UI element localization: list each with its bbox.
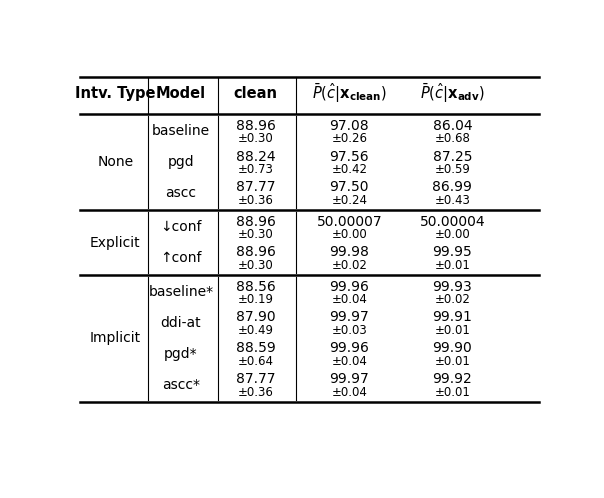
Text: ±0.01: ±0.01: [434, 386, 471, 399]
Text: ±0.42: ±0.42: [332, 163, 367, 176]
Text: 50.00004: 50.00004: [420, 215, 485, 229]
Text: 88.96: 88.96: [236, 215, 275, 229]
Text: 87.77: 87.77: [236, 180, 275, 194]
Text: baseline*: baseline*: [148, 285, 213, 299]
Text: ±0.04: ±0.04: [332, 386, 367, 399]
Text: ±0.68: ±0.68: [434, 132, 471, 145]
Text: Implicit: Implicit: [90, 331, 141, 346]
Text: 99.90: 99.90: [432, 341, 472, 355]
Text: None: None: [97, 155, 133, 169]
Text: 99.92: 99.92: [432, 372, 472, 386]
Text: ±0.19: ±0.19: [238, 293, 274, 306]
Text: $\bar{P}(\hat{c}|\mathbf{x}_{\mathbf{clean}})$: $\bar{P}(\hat{c}|\mathbf{x}_{\mathbf{cle…: [312, 83, 387, 106]
Text: 86.04: 86.04: [432, 119, 472, 133]
Text: clean: clean: [234, 87, 278, 102]
Text: pgd*: pgd*: [164, 347, 198, 361]
Text: 88.59: 88.59: [236, 341, 275, 355]
Text: 99.96: 99.96: [329, 341, 369, 355]
Text: ↑conf: ↑conf: [160, 251, 202, 265]
Text: ±0.36: ±0.36: [238, 386, 274, 399]
Text: ±0.26: ±0.26: [332, 132, 367, 145]
Text: 97.56: 97.56: [330, 149, 369, 163]
Text: 50.00007: 50.00007: [316, 215, 382, 229]
Text: 99.98: 99.98: [329, 246, 369, 259]
Text: ddi-at: ddi-at: [161, 316, 201, 330]
Text: Model: Model: [156, 87, 206, 102]
Text: baseline: baseline: [152, 124, 210, 138]
Text: 88.56: 88.56: [236, 280, 275, 294]
Text: pgd: pgd: [167, 155, 194, 169]
Text: ascc*: ascc*: [162, 377, 200, 391]
Text: ±0.59: ±0.59: [434, 163, 471, 176]
Text: 99.96: 99.96: [329, 280, 369, 294]
Text: 99.93: 99.93: [432, 280, 472, 294]
Text: 87.25: 87.25: [432, 149, 472, 163]
Text: ±0.49: ±0.49: [238, 324, 274, 337]
Text: ±0.03: ±0.03: [332, 324, 367, 337]
Text: ±0.36: ±0.36: [238, 194, 274, 207]
Text: ±0.01: ±0.01: [434, 259, 471, 272]
Text: 99.97: 99.97: [329, 372, 369, 386]
Text: ±0.00: ±0.00: [434, 228, 470, 242]
Text: 86.99: 86.99: [432, 180, 472, 194]
Text: ±0.30: ±0.30: [238, 259, 274, 272]
Text: ±0.04: ±0.04: [332, 355, 367, 368]
Text: ±0.64: ±0.64: [238, 355, 274, 368]
Text: 97.50: 97.50: [330, 180, 369, 194]
Text: ±0.04: ±0.04: [332, 293, 367, 306]
Text: 99.97: 99.97: [329, 310, 369, 324]
Text: ±0.01: ±0.01: [434, 355, 471, 368]
Text: ±0.30: ±0.30: [238, 228, 274, 242]
Text: 87.77: 87.77: [236, 372, 275, 386]
Text: 88.24: 88.24: [236, 149, 275, 163]
Text: $\bar{P}(\hat{c}|\mathbf{x}_{\mathbf{adv}})$: $\bar{P}(\hat{c}|\mathbf{x}_{\mathbf{adv…: [420, 83, 485, 106]
Text: ↓conf: ↓conf: [160, 220, 202, 234]
Text: 99.95: 99.95: [432, 246, 472, 259]
Text: ascc: ascc: [165, 186, 196, 200]
Text: ±0.02: ±0.02: [434, 293, 471, 306]
Text: ±0.01: ±0.01: [434, 324, 471, 337]
Text: 97.08: 97.08: [330, 119, 369, 133]
Text: ±0.24: ±0.24: [332, 194, 367, 207]
Text: 88.96: 88.96: [236, 119, 275, 133]
Text: ±0.43: ±0.43: [434, 194, 471, 207]
Text: Explicit: Explicit: [90, 236, 141, 249]
Text: ±0.00: ±0.00: [332, 228, 367, 242]
Text: ±0.02: ±0.02: [332, 259, 367, 272]
Text: Intv. Type: Intv. Type: [75, 87, 156, 102]
Text: 99.91: 99.91: [432, 310, 472, 324]
Text: ±0.73: ±0.73: [238, 163, 274, 176]
Text: ±0.30: ±0.30: [238, 132, 274, 145]
Text: 87.90: 87.90: [236, 310, 275, 324]
Text: 88.96: 88.96: [236, 246, 275, 259]
